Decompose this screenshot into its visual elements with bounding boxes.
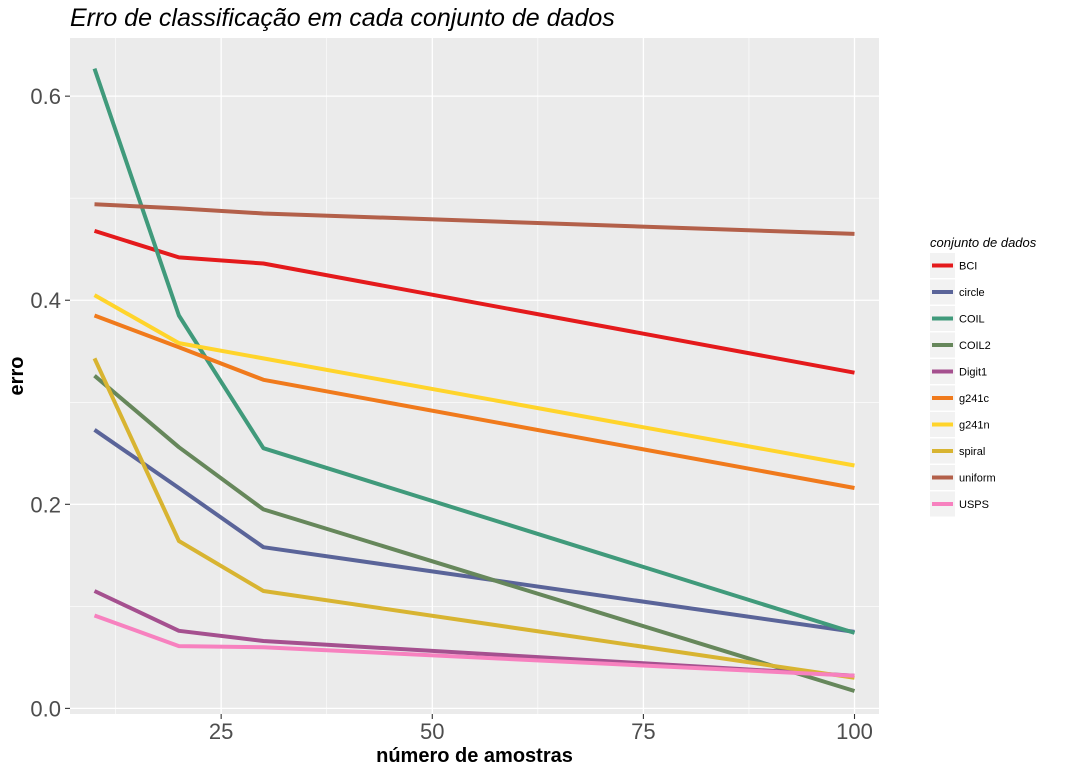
- legend-label-coil: COIL: [959, 314, 985, 326]
- series-line-usps: [93, 613, 855, 678]
- legend-title: conjunto de dados: [930, 235, 1037, 250]
- y-tick-label: 0.0: [30, 696, 61, 721]
- axis-ticks: 25 50 75 100 0.0 0.2 0.4 0.6: [30, 84, 872, 744]
- series-line-circle: [93, 428, 855, 634]
- legend-label-spiral: spiral: [959, 446, 985, 458]
- series-line-spiral: [92, 357, 855, 680]
- series-line-coil: [92, 67, 856, 635]
- legend-label-g241c: g241c: [959, 393, 989, 405]
- legend-label-circle: circle: [959, 287, 985, 299]
- chart-title: Erro de classificação em cada conjunto d…: [70, 4, 615, 32]
- legend-label-uniform: uniform: [959, 473, 996, 485]
- plot-panel: [70, 38, 879, 714]
- legend-label-usps: USPS: [959, 499, 989, 511]
- y-tick-label: 0.2: [30, 492, 61, 517]
- series-line-g241c: [93, 313, 855, 490]
- legend-label-coil2: COIL2: [959, 340, 991, 352]
- y-tick-label: 0.6: [30, 84, 61, 109]
- series-line-coil2: [93, 374, 856, 693]
- x-tick-label: 25: [209, 719, 233, 744]
- legend: conjunto de dados BCI circle COIL COIL2 Digi…: [930, 235, 1037, 517]
- series-line-g241n: [93, 293, 855, 468]
- legend-label-digit1: Digit1: [959, 367, 987, 379]
- x-axis-title: número de amostras: [376, 745, 573, 767]
- legend-label-bci: BCI: [959, 261, 977, 273]
- y-tick-label: 0.4: [30, 288, 61, 313]
- x-tick-label: 50: [420, 719, 444, 744]
- x-tick-label: 75: [631, 719, 655, 744]
- legend-label-g241n: g241n: [959, 420, 990, 432]
- series-lines: [92, 67, 856, 693]
- y-axis-title: erro: [6, 357, 28, 396]
- x-tick-label: 100: [836, 719, 873, 744]
- series-line-uniform: [94, 202, 855, 236]
- series-line-bci: [93, 228, 855, 375]
- series-line-digit1: [93, 589, 855, 678]
- grid-lines: [70, 38, 879, 714]
